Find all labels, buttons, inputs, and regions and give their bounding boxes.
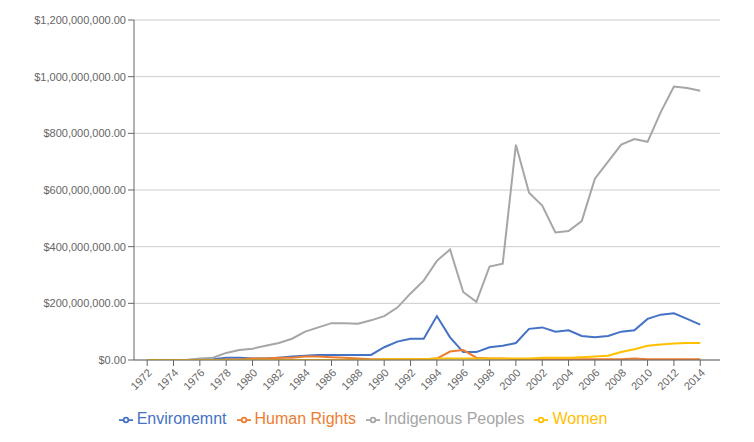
svg-text:1980: 1980: [234, 366, 260, 392]
svg-text:$1,000,000,000.00: $1,000,000,000.00: [34, 71, 126, 83]
svg-text:1984: 1984: [286, 366, 312, 392]
html-text:Indigenous Peoples: Indigenous Peoples: [383, 410, 525, 427]
html-text:Human Rights: Human Rights: [254, 410, 356, 427]
svg-text:$400,000,000.00: $400,000,000.00: [43, 241, 126, 253]
svg-text:1982: 1982: [260, 366, 286, 392]
svg-text:$600,000,000.00: $600,000,000.00: [43, 184, 126, 196]
svg-text:1974: 1974: [155, 366, 181, 392]
svg-text:1992: 1992: [392, 366, 418, 392]
svg-text:2000: 2000: [497, 366, 523, 392]
svg-text:2014: 2014: [681, 366, 707, 392]
svg-text:1972: 1972: [128, 366, 154, 392]
svg-text:1990: 1990: [365, 366, 391, 392]
svg-text:1976: 1976: [181, 366, 207, 392]
svg-text:2002: 2002: [523, 366, 549, 392]
svg-text:2010: 2010: [629, 366, 655, 392]
svg-text:$0.00: $0.00: [98, 354, 126, 366]
svg-text:1996: 1996: [444, 366, 470, 392]
svg-text:$200,000,000.00: $200,000,000.00: [43, 297, 126, 309]
svg-text:1998: 1998: [471, 366, 497, 392]
html-text:Women: Women: [552, 410, 608, 427]
svg-text:2012: 2012: [655, 366, 681, 392]
svg-text:2006: 2006: [576, 366, 602, 392]
svg-text:2004: 2004: [550, 366, 576, 392]
svg-text:1994: 1994: [418, 366, 444, 392]
svg-text:$1,200,000,000.00: $1,200,000,000.00: [34, 14, 126, 26]
svg-text:1978: 1978: [207, 366, 233, 392]
svg-text:1986: 1986: [313, 366, 339, 392]
svg-text:1988: 1988: [339, 366, 365, 392]
svg-text:$800,000,000.00: $800,000,000.00: [43, 127, 126, 139]
svg-text:2008: 2008: [602, 366, 628, 392]
html-text:Environemnt: Environemnt: [136, 410, 227, 427]
